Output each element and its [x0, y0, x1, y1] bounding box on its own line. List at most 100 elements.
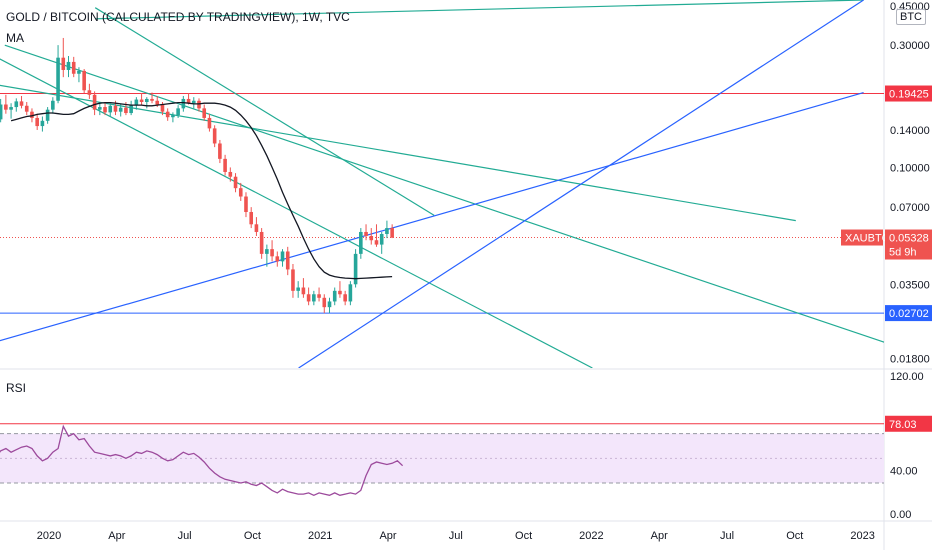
candle-body — [98, 107, 102, 110]
y-tick-label: 0.01800 — [890, 353, 930, 365]
y-tick-label: 0.07000 — [890, 202, 930, 214]
rsi-line — [0, 424, 404, 497]
price-tag-bg — [885, 229, 932, 260]
candle-body — [24, 105, 29, 112]
candle-body — [165, 111, 170, 118]
candle-body — [212, 128, 217, 144]
currency-badge: BTC — [896, 9, 926, 25]
candle-body — [364, 231, 368, 237]
x-tick-label: Jul — [720, 530, 734, 542]
candle-body — [322, 297, 327, 308]
candle-body — [87, 90, 92, 95]
candle-body — [338, 290, 342, 295]
rsi-indicator-label[interactable]: RSI — [6, 381, 27, 395]
candle-body — [14, 101, 19, 108]
candle-body — [312, 294, 316, 302]
x-tick-label: 2023 — [850, 530, 874, 542]
x-tick-label: Oct — [244, 530, 261, 542]
ma-indicator-label[interactable]: MA — [6, 31, 24, 45]
candle-body — [332, 290, 337, 302]
x-tick-label: 2022 — [579, 530, 603, 542]
candle-body — [301, 287, 306, 295]
price-tag-bg — [885, 85, 932, 102]
candle-body — [275, 256, 280, 262]
candle-body — [9, 107, 13, 110]
candle-body — [259, 231, 264, 254]
candle-body — [19, 101, 24, 106]
candle-body — [45, 109, 50, 121]
candle-body — [66, 61, 71, 70]
candle-body — [82, 70, 86, 91]
trendlines — [0, 0, 884, 368]
candle-body — [71, 61, 76, 74]
candle-body — [374, 240, 379, 245]
candle-body — [296, 287, 300, 291]
x-tick-label: Jul — [178, 530, 192, 542]
trendline-6 — [298, 0, 864, 368]
ma-line — [10, 101, 393, 280]
candle-body — [265, 249, 269, 254]
rsi-pane — [0, 423, 884, 497]
candle-body — [244, 196, 248, 213]
candle-body — [191, 100, 196, 104]
candle-body — [359, 231, 363, 254]
candle-body — [249, 212, 253, 225]
candle-body — [202, 108, 207, 118]
candle-body — [124, 107, 128, 114]
candle-body — [291, 269, 295, 291]
y-tick-label: 0.03500 — [890, 279, 930, 291]
price-tag-label: 0.02702 — [889, 308, 929, 320]
x-tick-label: Apr — [651, 530, 668, 542]
price-tag-label: 0.05328 — [889, 233, 929, 245]
trendline-0 — [0, 58, 593, 368]
rsi-tick-label: 0.00 — [890, 509, 911, 521]
horizontal-lines — [0, 93, 884, 314]
candle-body — [56, 57, 60, 101]
candle-body — [197, 100, 201, 109]
x-tick-label: Jul — [449, 530, 463, 542]
rsi-tag-label: 78.03 — [889, 419, 917, 431]
candle-body — [181, 98, 186, 109]
candle-body — [113, 105, 118, 112]
candle-body — [343, 294, 347, 302]
moving-average — [10, 101, 393, 280]
candle-body — [270, 249, 274, 257]
chart-title: GOLD / BITCOIN (CALCULATED BY TRADINGVIE… — [6, 10, 350, 24]
candle-body — [92, 94, 97, 110]
candle-body — [139, 99, 144, 102]
candle-body — [118, 107, 123, 112]
candle-body — [30, 111, 34, 118]
price-tags: 0.19425 XAUBTC 0.05328 5d 9h 0.02702 78.03 — [841, 85, 932, 432]
candle-body — [369, 236, 374, 241]
x-tick-label: Oct — [786, 530, 803, 542]
candle-body — [176, 108, 180, 116]
candle-body — [103, 107, 107, 113]
candle-body — [40, 120, 45, 127]
x-tick-label: 2021 — [308, 530, 332, 542]
candle-body — [317, 294, 321, 298]
countdown-label: 5d 9h — [889, 247, 917, 259]
y-tick-label: 0.10000 — [890, 162, 930, 174]
candle-body — [233, 176, 238, 189]
trendline-4 — [95, 0, 864, 20]
x-tick-label: Apr — [108, 530, 125, 542]
candle-body — [327, 301, 332, 308]
candle-body — [228, 171, 233, 177]
trendline-3 — [94, 7, 435, 216]
candle-body — [108, 105, 113, 113]
candle-body — [238, 188, 243, 197]
symbol-tag-bg — [841, 229, 883, 246]
x-tick-label: Apr — [379, 530, 396, 542]
candle-body — [207, 117, 212, 129]
candle-body — [51, 100, 55, 110]
candle-body — [223, 158, 227, 172]
y-tick-label: 0.30000 — [890, 40, 930, 52]
rsi-tick-label: 120.00 — [890, 371, 924, 383]
symbol-tag: XAUBTC — [845, 233, 890, 245]
y-tick-label: 0.14000 — [890, 125, 930, 137]
trendline-1 — [4, 44, 884, 343]
x-tick-label: 2020 — [37, 530, 61, 542]
trendline-5 — [0, 91, 864, 342]
candle-body — [171, 115, 175, 118]
